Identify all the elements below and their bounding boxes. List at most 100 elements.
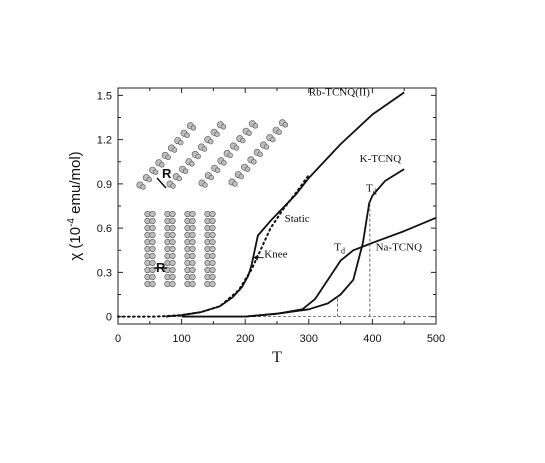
- atom-sphere: [190, 125, 197, 131]
- x-tick-label-4: 400: [363, 333, 381, 345]
- x-tick-label-1: 100: [172, 333, 190, 345]
- r-label-bottom: R: [156, 260, 166, 275]
- atom-sphere: [149, 210, 156, 218]
- atom-sphere: [152, 169, 159, 175]
- atom-sphere: [209, 252, 216, 260]
- y-tick-label-2: 0.6: [97, 223, 112, 235]
- atom-sphere: [169, 280, 176, 288]
- atom-sphere: [189, 231, 196, 239]
- atom-sphere: [171, 147, 178, 153]
- atom-sphere: [149, 217, 156, 225]
- atom-sphere: [140, 184, 146, 190]
- atom-sphere: [202, 182, 208, 188]
- atom-sphere: [169, 245, 176, 253]
- atom-sphere: [214, 167, 221, 173]
- plot-area: [117, 87, 437, 325]
- atom-sphere: [149, 245, 156, 253]
- atom-sphere: [232, 181, 238, 187]
- annotation-sub: d: [373, 187, 377, 196]
- atom-sphere: [189, 245, 196, 253]
- atom-sphere: [149, 238, 156, 246]
- atom-sphere: [159, 162, 165, 168]
- atom-sphere: [184, 132, 190, 138]
- atom-sphere: [209, 259, 216, 267]
- atom-sphere: [176, 175, 183, 182]
- y-axis-label-part: emu/mol): [67, 151, 84, 218]
- atom-sphere: [189, 273, 196, 281]
- atom-sphere: [178, 139, 184, 146]
- atom-sphere: [149, 231, 156, 239]
- atom-sphere: [169, 259, 176, 267]
- atom-sphere: [189, 161, 195, 167]
- atom-sphere: [220, 124, 227, 130]
- plot-frame: [117, 87, 437, 325]
- atom-sphere: [209, 231, 216, 239]
- r-arrow-top: [156, 177, 167, 189]
- annotation-1: K-TCNQ: [360, 153, 402, 165]
- atom-sphere: [209, 273, 216, 281]
- chart-labels: 0 100 200 300 400 500 0 0.3 0.6 0.9 1.2 1.5 Rb-TCNQ(…: [66, 86, 445, 366]
- atom-sphere: [208, 174, 215, 181]
- x-tick-label-2: 200: [236, 333, 254, 345]
- atom-sphere: [209, 280, 216, 288]
- atom-sphere: [252, 123, 259, 129]
- atom-sphere: [189, 266, 196, 274]
- annotation-5: Td: [366, 182, 377, 196]
- r-label-top: R: [162, 166, 172, 181]
- atom-sphere: [246, 130, 252, 136]
- atom-sphere: [227, 152, 233, 159]
- atom-sphere: [169, 273, 176, 281]
- atom-sphere: [276, 129, 282, 135]
- atom-sphere: [165, 154, 171, 161]
- knee-arrowhead: [253, 254, 258, 261]
- y-axis-label-part: -4: [66, 218, 77, 227]
- x-tick-label-3: 300: [300, 333, 318, 345]
- atom-sphere: [149, 266, 156, 274]
- atom-sphere: [238, 173, 245, 180]
- series-line-static: [117, 174, 310, 318]
- atom-sphere: [263, 144, 270, 150]
- atom-sphere: [182, 168, 189, 174]
- y-axis-label-part: χ (10: [67, 227, 84, 261]
- atom-sphere: [251, 159, 257, 165]
- atom-sphere: [189, 217, 196, 225]
- y-tick-label-3: 0.9: [97, 179, 112, 191]
- atom-sphere: [195, 153, 201, 160]
- atom-sphere: [169, 266, 176, 274]
- atom-sphere: [270, 136, 276, 143]
- atom-sphere: [189, 238, 196, 246]
- atom-sphere: [209, 238, 216, 246]
- atom-sphere: [170, 183, 176, 189]
- annotation-0: Rb-TCNQ(II): [309, 86, 370, 98]
- annotation-3: Static: [285, 213, 310, 225]
- atom-sphere: [209, 245, 216, 253]
- y-tick-label-5: 1.5: [97, 90, 112, 102]
- atom-sphere: [189, 252, 196, 260]
- atom-sphere: [244, 166, 251, 172]
- atom-sphere: [146, 176, 153, 183]
- atom-sphere: [169, 252, 176, 260]
- atom-sphere: [221, 160, 227, 166]
- atom-sphere: [169, 224, 176, 232]
- atom-sphere: [189, 210, 196, 218]
- atom-sphere: [201, 146, 208, 152]
- x-axis-label: T: [272, 349, 282, 366]
- atom-sphere: [169, 231, 176, 239]
- series-line-na-tcnq: [181, 216, 437, 318]
- y-axis-label: χ (10-4 emu/mol): [66, 151, 84, 260]
- molecular-insets: RR: [136, 119, 289, 288]
- x-tick-label-5: 500: [427, 333, 445, 345]
- atom-sphere: [189, 280, 196, 288]
- x-tick-label-0: 0: [115, 333, 121, 345]
- atom-sphere: [209, 224, 216, 232]
- atom-sphere: [240, 137, 246, 144]
- chart-marks: [117, 91, 437, 318]
- annotation-sub: d: [341, 246, 345, 255]
- atom-sphere: [282, 122, 289, 128]
- atom-sphere: [189, 224, 196, 232]
- y-tick-label-4: 1.2: [97, 135, 112, 147]
- y-tick-label-1: 0.3: [97, 267, 112, 279]
- atom-sphere: [214, 131, 220, 137]
- y-tick-label-0: 0: [106, 312, 112, 324]
